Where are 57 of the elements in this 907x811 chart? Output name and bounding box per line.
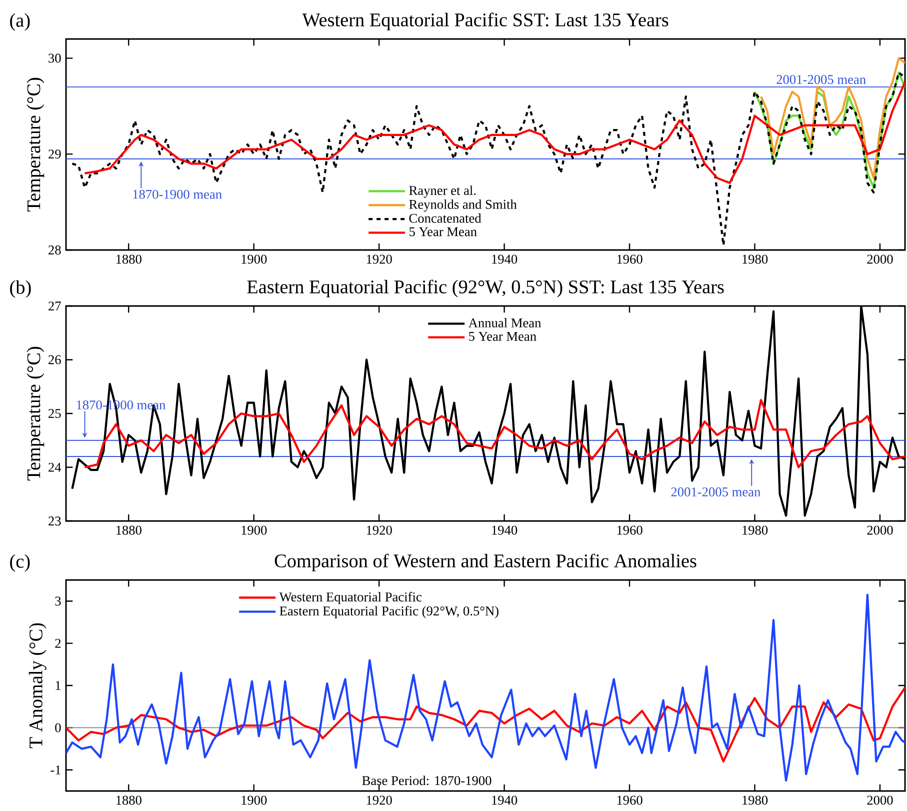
chart-title: Comparison of Western and Eastern Pacific Anomalies <box>274 554 696 572</box>
x-tick-label: 1960 <box>617 526 642 535</box>
legend-label: Western Equatorial Pacific <box>279 592 422 604</box>
x-tick-label: 1900 <box>242 796 267 805</box>
x-tick-label: 2000 <box>867 254 893 264</box>
legend-label: Concatenated <box>409 213 482 223</box>
line-series <box>760 57 906 180</box>
x-tick-label: 1980 <box>742 254 768 264</box>
y-tick-label: 30 <box>48 54 61 63</box>
x-tick-label: 1940 <box>492 254 518 264</box>
x-tick-label: 1940 <box>492 526 518 535</box>
y-tick-label: 1 <box>56 681 60 690</box>
chart-title: Western Equatorial Pacific SST: Last 135 Years <box>302 12 668 30</box>
y-tick-label: 3 <box>55 596 61 606</box>
legend-label: Rayner et al. <box>409 186 476 198</box>
x-tick-label: 1900 <box>242 254 267 264</box>
legend-label: Eastern Equatorial Pacific (92°W, 0.5°N) <box>280 606 498 618</box>
y-tick-label: 24 <box>48 462 62 472</box>
y-tick-label: 2 <box>55 638 61 648</box>
annotation: 2001-2005 mean <box>671 487 760 496</box>
y-tick-label: 28 <box>48 245 61 254</box>
x-tick-label: 1960 <box>617 254 642 264</box>
chart-title: Eastern Equatorial Pacific (92°W, 0.5°N) SST: Last 135 Years <box>247 280 724 298</box>
annotation: 1870-1900 mean <box>133 190 222 199</box>
x-tick-label: 1920 <box>366 254 392 264</box>
line-series <box>754 71 906 189</box>
x-tick-label: 1880 <box>116 796 142 805</box>
y-tick-label: 23 <box>48 516 61 526</box>
text: (b) <box>10 280 31 298</box>
annotation: Base Period: 1870-1900 <box>362 776 492 786</box>
y-tick-label: -1 <box>50 765 60 774</box>
x-tick-label: 1880 <box>116 254 142 264</box>
x-tick-label: 1980 <box>742 796 768 805</box>
ref-line-label: 2001-2005 mean <box>776 75 866 84</box>
x-tick-label: 1920 <box>366 526 392 535</box>
y-tick-label: 26 <box>48 355 61 364</box>
text: (a) <box>10 13 30 31</box>
x-tick-label: 1980 <box>742 526 768 535</box>
x-tick-label: 1940 <box>492 796 518 805</box>
y-tick-label: 27 <box>48 302 61 310</box>
x-tick-label: 2000 <box>867 796 893 805</box>
y-tick-label: 25 <box>48 409 61 418</box>
y-axis-title: T Anomaly (°C) <box>28 623 46 748</box>
y-axis-title: Temperature (°C) <box>26 346 44 481</box>
x-tick-label: 1900 <box>242 526 267 535</box>
y-tick-label: 29 <box>48 150 61 159</box>
y-tick-label: 0 <box>55 723 61 732</box>
x-tick-label: 2000 <box>867 526 893 535</box>
legend-label: Reynolds and Smith <box>409 199 517 212</box>
legend-label: Annual Mean <box>468 318 542 328</box>
x-tick-label: 1920 <box>366 796 392 805</box>
legend-label: 5 Year Mean <box>469 332 536 341</box>
legend-label: 5 Year Mean <box>410 227 477 236</box>
x-tick-label: 1880 <box>116 526 142 535</box>
text: (c) <box>10 554 30 572</box>
x-tick-label: 1960 <box>617 796 642 805</box>
y-axis-title: Temperature (°C) <box>26 78 44 212</box>
